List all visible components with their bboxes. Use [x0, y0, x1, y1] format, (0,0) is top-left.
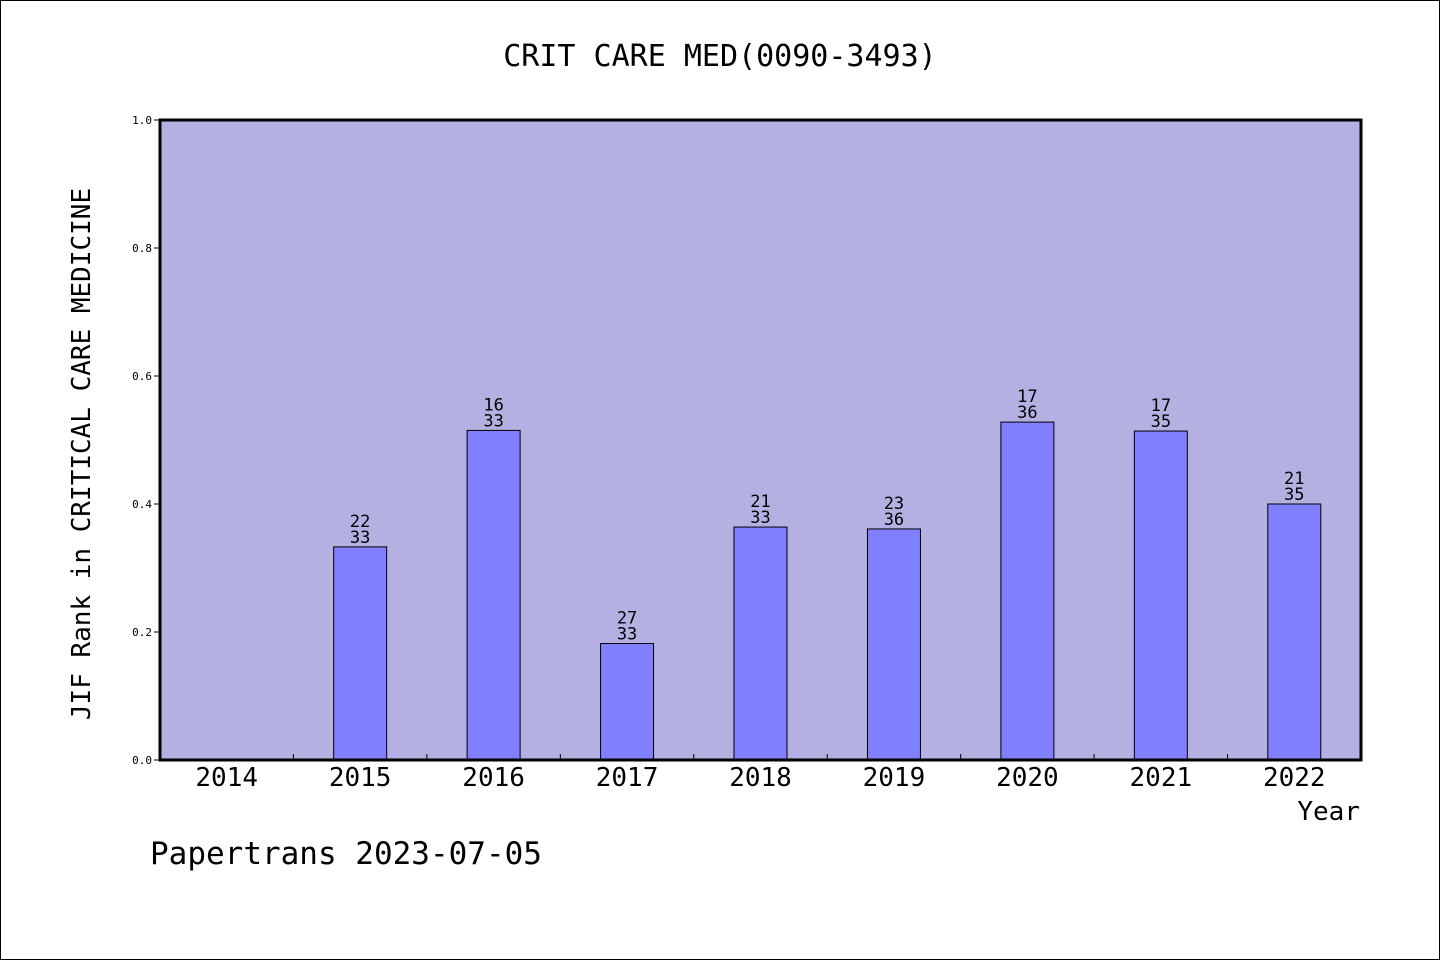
- bar-2019: [866, 528, 921, 761]
- bar-2015: [333, 546, 388, 761]
- bar-rank-label: 17: [1151, 396, 1171, 416]
- y-tick-label: 0.6: [132, 370, 152, 383]
- bar-2021: [1133, 430, 1188, 761]
- bar-total-label: 35: [1284, 485, 1304, 505]
- y-tick-label: 0.8: [132, 242, 152, 255]
- bar-2022: [1267, 503, 1322, 761]
- x-tick-label: 2021: [1130, 763, 1193, 793]
- bar-rank-label: 16: [483, 395, 503, 415]
- y-tick-label: 1.0: [132, 114, 152, 127]
- y-axis-label: JIF Rank in CRITICAL CARE MEDICINE: [67, 188, 97, 720]
- bar-rank-label: 23: [884, 494, 904, 514]
- x-tick-label: 2020: [996, 763, 1059, 793]
- bar-2018: [733, 526, 788, 761]
- bar-total-label: 35: [1151, 412, 1171, 432]
- bar-total-label: 33: [750, 508, 770, 528]
- bar-rank-label: 22: [350, 512, 370, 532]
- bar-2020: [1000, 421, 1055, 761]
- x-tick-label: 2016: [462, 763, 525, 793]
- y-tick-label: 0.2: [132, 626, 152, 639]
- bar-total-label: 36: [884, 510, 904, 530]
- bar-total-label: 33: [617, 625, 637, 645]
- bar-2016: [466, 429, 521, 761]
- x-tick-label: 2022: [1263, 763, 1326, 793]
- x-tick-label: 2018: [729, 763, 792, 793]
- x-tick-label: 2017: [596, 763, 659, 793]
- y-tick-label: 0.0: [132, 754, 152, 767]
- bar-rank-label: 21: [1284, 469, 1304, 489]
- bar-rank-label: 17: [1017, 387, 1037, 407]
- bar-total-label: 33: [350, 528, 370, 548]
- bar-rank-label: 21: [750, 492, 770, 512]
- plot-border: [158, 118, 1363, 762]
- bar-total-label: 36: [1017, 403, 1037, 423]
- y-tick-label: 0.4: [132, 498, 152, 511]
- bar-total-label: 33: [483, 411, 503, 431]
- bar-rank-label: 27: [617, 609, 637, 629]
- bar-2017: [600, 643, 655, 761]
- x-tick-label: 2014: [195, 763, 258, 793]
- x-tick-label: 2015: [329, 763, 392, 793]
- x-tick-label: 2019: [863, 763, 926, 793]
- footer-text: Papertrans 2023-07-05: [150, 836, 542, 872]
- x-axis-label: Year: [1297, 797, 1360, 827]
- chart-title: CRIT CARE MED(0090-3493): [503, 39, 936, 74]
